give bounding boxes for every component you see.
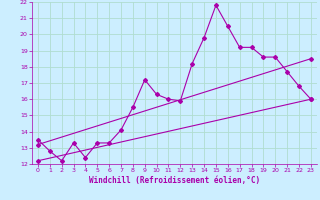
X-axis label: Windchill (Refroidissement éolien,°C): Windchill (Refroidissement éolien,°C) (89, 176, 260, 185)
